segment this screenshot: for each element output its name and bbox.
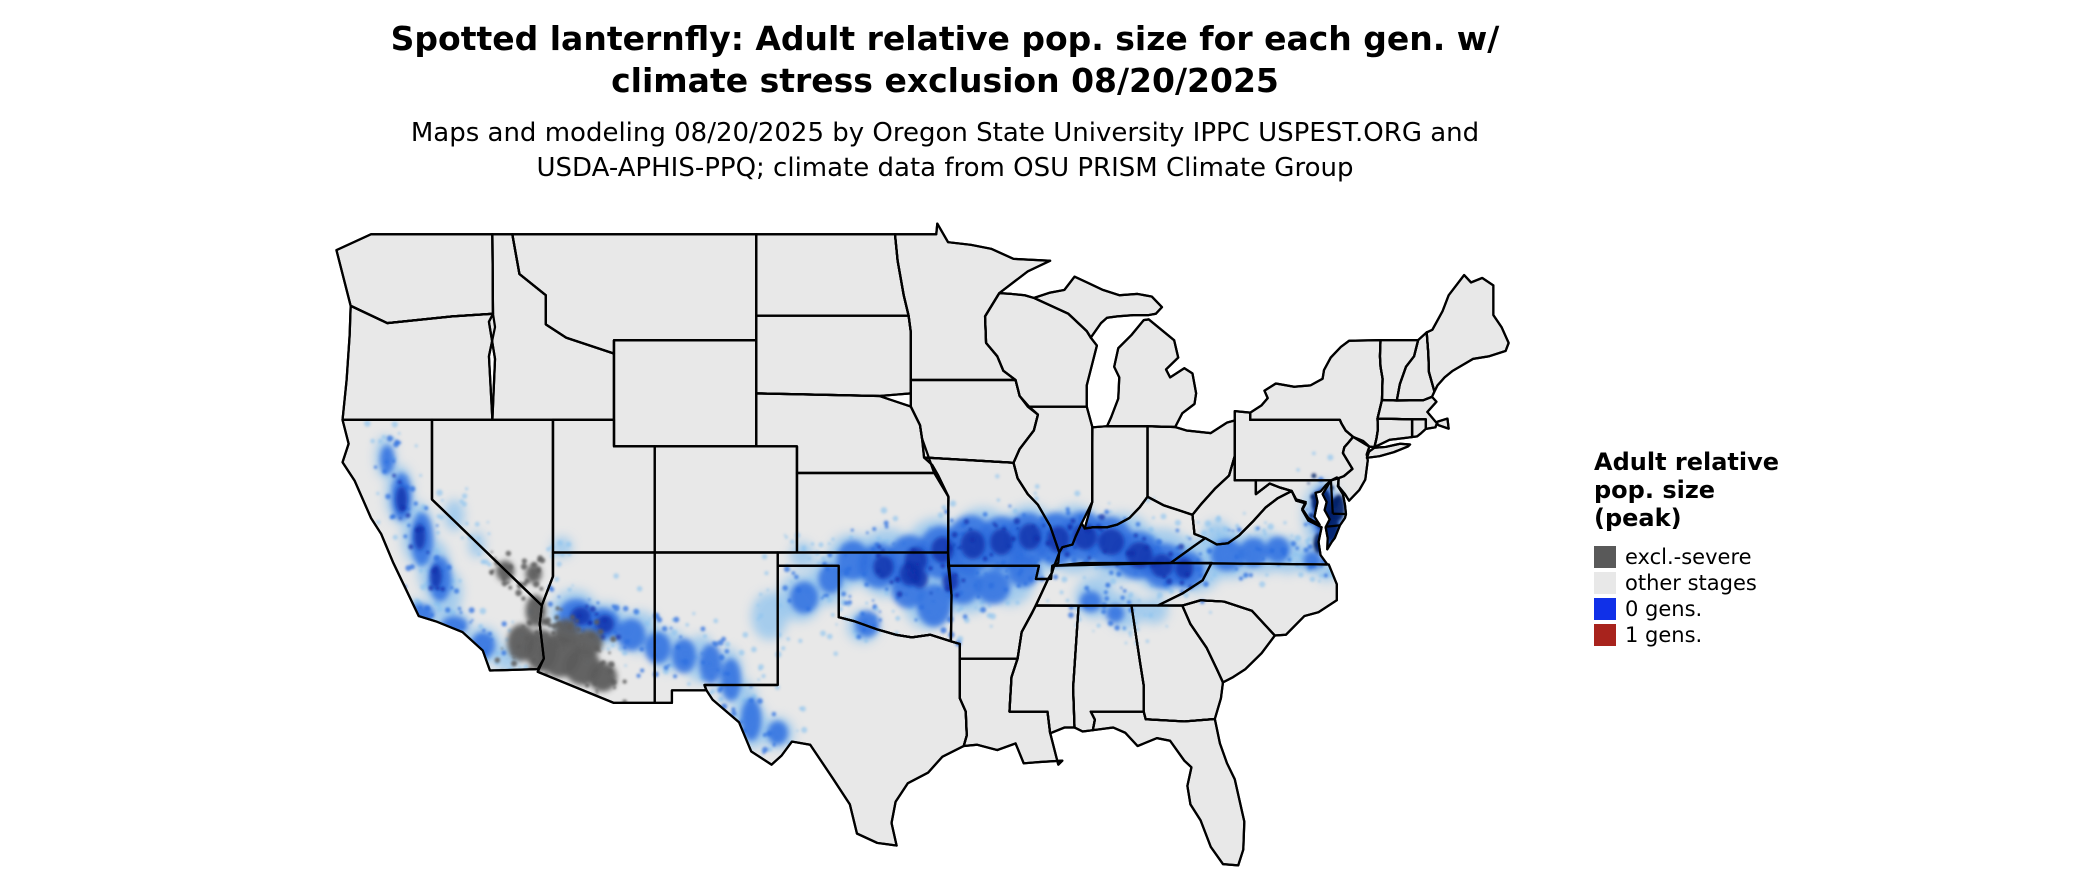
legend-label-excl-severe: excl.-severe bbox=[1625, 545, 1752, 569]
legend-item-excl-severe: excl.-severe bbox=[1594, 544, 1779, 570]
figure-title: Spotted lanternfly: Adult relative pop. … bbox=[0, 18, 1890, 102]
state-shape bbox=[1233, 410, 1355, 482]
legend-swatch-other-stages bbox=[1594, 572, 1616, 594]
state-outline bbox=[1105, 318, 1198, 429]
figure-subtitle: Maps and modeling 08/20/2025 by Oregon S… bbox=[0, 116, 1890, 186]
state-shape bbox=[612, 339, 758, 448]
legend-title-line-2: pop. size bbox=[1594, 476, 1716, 504]
state-outline bbox=[1254, 479, 1333, 526]
state-shape bbox=[1373, 417, 1414, 449]
state-shape bbox=[1425, 273, 1510, 393]
state-outline bbox=[1425, 273, 1510, 393]
state-outline bbox=[1373, 417, 1414, 449]
legend-title-line-3: (peak) bbox=[1594, 504, 1682, 532]
subtitle-line-2: USDA-APHIS-PPQ; climate data from OSU PR… bbox=[536, 153, 1354, 183]
legend-swatch-one-gen bbox=[1594, 624, 1616, 646]
state-boundary-segment bbox=[1329, 480, 1334, 514]
state-outline bbox=[703, 564, 968, 847]
state-outline bbox=[1089, 710, 1246, 867]
states-outline bbox=[335, 222, 1510, 867]
legend-items: excl.-severe other stages 0 gens. 1 gens… bbox=[1594, 544, 1779, 648]
legend-swatch-zero-gens bbox=[1594, 598, 1616, 620]
legend-title: Adult relative pop. size (peak) bbox=[1594, 448, 1779, 532]
state-shape bbox=[653, 445, 799, 554]
state-outline bbox=[1156, 562, 1338, 637]
state-outline bbox=[755, 392, 936, 475]
legend-label-zero-gens: 0 gens. bbox=[1625, 597, 1703, 621]
legend-label-other-stages: other stages bbox=[1625, 571, 1757, 595]
state-shape bbox=[341, 304, 497, 422]
legend-swatch-excl-severe bbox=[1594, 546, 1616, 568]
state-shape bbox=[1089, 710, 1246, 867]
legend-item-one-gen: 1 gens. bbox=[1594, 622, 1779, 648]
map-legend: Adult relative pop. size (peak) excl.-se… bbox=[1594, 448, 1779, 648]
state-shape bbox=[1105, 318, 1198, 429]
state-shape bbox=[755, 314, 912, 398]
title-line-2: climate stress exclusion 08/20/2025 bbox=[611, 61, 1279, 100]
legend-item-zero-gens: 0 gens. bbox=[1594, 596, 1779, 622]
legend-item-other-stages: other stages bbox=[1594, 570, 1779, 596]
title-line-1: Spotted lanternfly: Adult relative pop. … bbox=[390, 19, 1500, 58]
legend-label-one-gen: 1 gens. bbox=[1625, 623, 1703, 647]
state-outline bbox=[341, 304, 497, 422]
state-shape bbox=[755, 233, 910, 317]
subtitle-line-1: Maps and modeling 08/20/2025 by Oregon S… bbox=[410, 118, 1480, 148]
state-outline bbox=[983, 291, 1099, 408]
state-outline bbox=[1365, 442, 1412, 459]
state-boundary-segment bbox=[1325, 524, 1340, 528]
legend-title-line-1: Adult relative bbox=[1594, 448, 1780, 476]
state-outline bbox=[1032, 275, 1164, 339]
us-states-map bbox=[335, 222, 1510, 867]
